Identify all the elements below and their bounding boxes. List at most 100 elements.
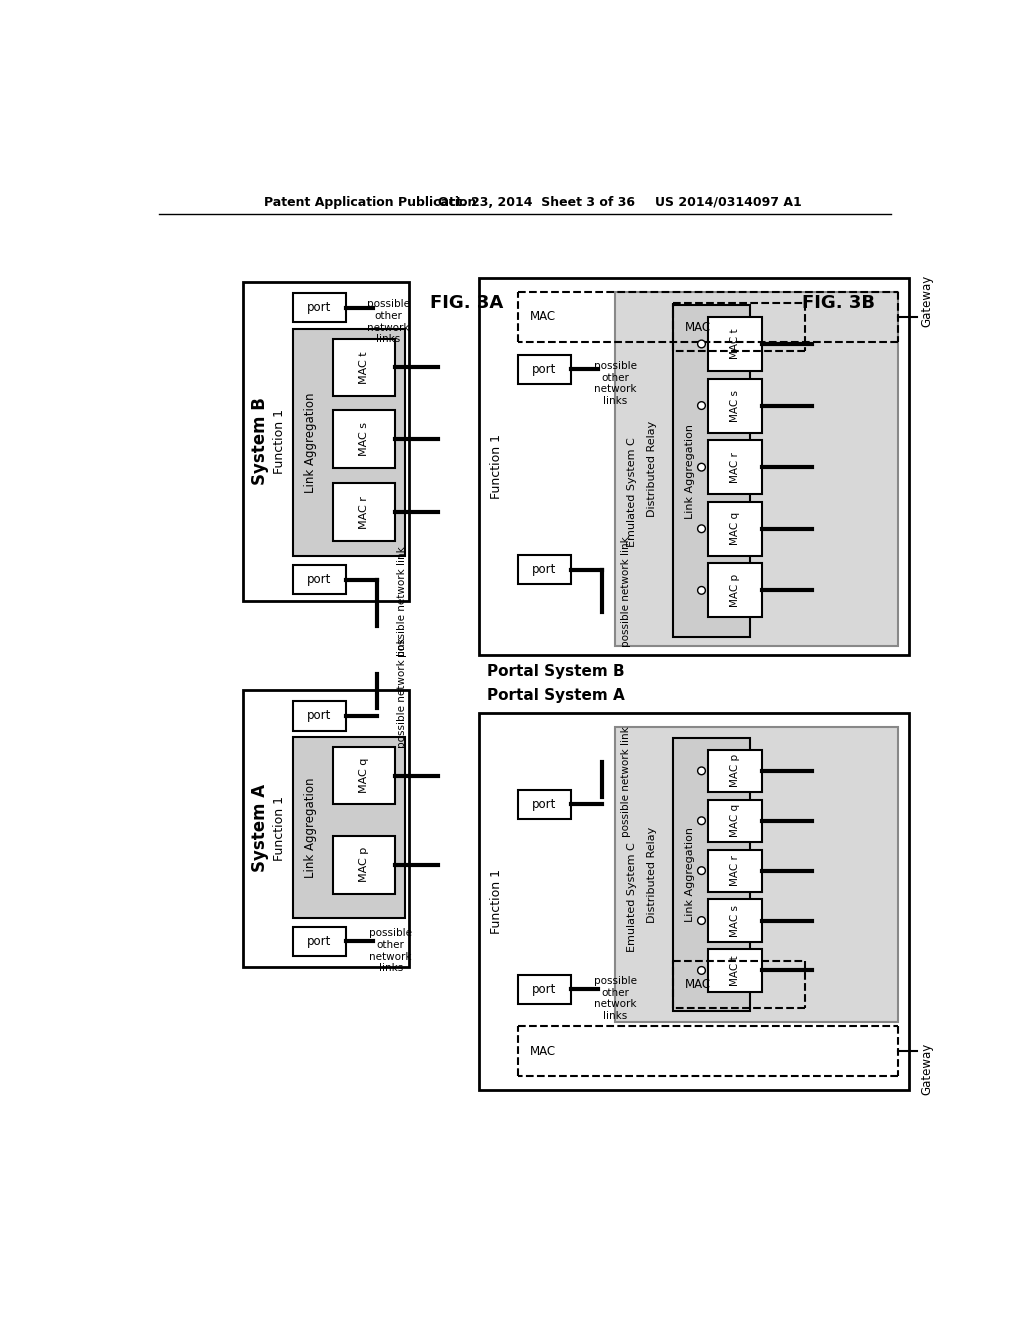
Text: Emulated System C: Emulated System C: [627, 437, 637, 546]
FancyBboxPatch shape: [243, 281, 410, 601]
Text: FIG. 3A: FIG. 3A: [430, 294, 504, 312]
FancyBboxPatch shape: [293, 293, 346, 322]
Text: MAC r: MAC r: [730, 451, 739, 483]
Text: Function 1: Function 1: [272, 409, 286, 474]
FancyBboxPatch shape: [708, 317, 762, 371]
FancyBboxPatch shape: [708, 949, 762, 991]
Text: Oct. 23, 2014  Sheet 3 of 36: Oct. 23, 2014 Sheet 3 of 36: [438, 195, 635, 209]
Text: Gateway: Gateway: [921, 1043, 934, 1094]
Text: port: port: [532, 363, 556, 376]
FancyBboxPatch shape: [243, 689, 410, 966]
Text: MAC r: MAC r: [359, 496, 370, 528]
FancyBboxPatch shape: [293, 565, 346, 594]
Circle shape: [697, 867, 706, 875]
Text: possible network link: possible network link: [396, 638, 407, 748]
FancyBboxPatch shape: [708, 441, 762, 494]
Text: Function 1: Function 1: [489, 869, 503, 935]
FancyBboxPatch shape: [708, 750, 762, 792]
Text: MAC p: MAC p: [730, 574, 739, 607]
Text: port: port: [532, 797, 556, 810]
Text: Distributed Relay: Distributed Relay: [647, 826, 657, 923]
FancyBboxPatch shape: [614, 292, 898, 645]
FancyBboxPatch shape: [518, 789, 570, 818]
FancyBboxPatch shape: [518, 355, 570, 384]
Text: possible
other
network
links: possible other network links: [370, 928, 413, 973]
Text: Link Aggregation: Link Aggregation: [685, 828, 695, 921]
Text: Function 1: Function 1: [272, 796, 286, 861]
Circle shape: [697, 586, 706, 594]
Text: MAC: MAC: [684, 978, 711, 991]
FancyBboxPatch shape: [334, 339, 395, 396]
FancyBboxPatch shape: [293, 927, 346, 956]
Text: Distributed Relay: Distributed Relay: [647, 421, 657, 517]
Text: port: port: [532, 564, 556, 576]
FancyBboxPatch shape: [708, 899, 762, 941]
Circle shape: [697, 525, 706, 532]
FancyBboxPatch shape: [293, 330, 406, 557]
Circle shape: [697, 767, 706, 775]
Text: System B: System B: [251, 397, 268, 486]
Text: port: port: [532, 982, 556, 995]
Text: MAC q: MAC q: [730, 804, 739, 837]
Text: Link Aggregation: Link Aggregation: [304, 777, 316, 878]
Text: Function 1: Function 1: [489, 434, 503, 499]
Text: Portal System A: Portal System A: [486, 688, 625, 704]
FancyBboxPatch shape: [293, 701, 346, 730]
Text: Patent Application Publication: Patent Application Publication: [263, 195, 476, 209]
FancyBboxPatch shape: [334, 483, 395, 541]
Circle shape: [697, 916, 706, 924]
Text: MAC t: MAC t: [359, 351, 370, 384]
FancyBboxPatch shape: [708, 850, 762, 892]
FancyBboxPatch shape: [293, 738, 406, 919]
Text: Link Aggregation: Link Aggregation: [685, 424, 695, 519]
Text: US 2014/0314097 A1: US 2014/0314097 A1: [655, 195, 802, 209]
Text: possible network link: possible network link: [622, 726, 632, 837]
Text: port: port: [307, 709, 332, 722]
Text: port: port: [307, 301, 332, 314]
FancyBboxPatch shape: [334, 747, 395, 804]
Text: FIG. 3B: FIG. 3B: [802, 294, 876, 312]
FancyBboxPatch shape: [518, 554, 570, 585]
Text: port: port: [307, 935, 332, 948]
Text: MAC: MAC: [684, 321, 711, 334]
Text: MAC t: MAC t: [730, 956, 739, 986]
Text: port: port: [307, 573, 332, 586]
FancyBboxPatch shape: [614, 726, 898, 1022]
FancyBboxPatch shape: [673, 305, 751, 636]
Text: possible
other
network
links: possible other network links: [367, 300, 410, 345]
Text: Emulated System C: Emulated System C: [627, 842, 637, 953]
FancyBboxPatch shape: [479, 277, 909, 655]
Circle shape: [697, 341, 706, 348]
Text: MAC q: MAC q: [730, 512, 739, 545]
FancyBboxPatch shape: [708, 564, 762, 618]
Circle shape: [697, 817, 706, 825]
FancyBboxPatch shape: [673, 738, 751, 1011]
Text: Link Aggregation: Link Aggregation: [304, 392, 316, 494]
Text: possible network link: possible network link: [622, 536, 632, 647]
Text: MAC: MAC: [529, 1044, 556, 1057]
Text: MAC s: MAC s: [359, 422, 370, 457]
FancyBboxPatch shape: [518, 974, 570, 1003]
Text: MAC t: MAC t: [730, 329, 739, 359]
Text: Portal System B: Portal System B: [486, 664, 625, 680]
FancyBboxPatch shape: [479, 713, 909, 1090]
Text: MAC s: MAC s: [730, 389, 739, 421]
Text: possible
other
network
links: possible other network links: [594, 360, 637, 405]
Text: Gateway: Gateway: [921, 275, 934, 327]
Text: possible
other
network
links: possible other network links: [594, 975, 637, 1020]
Text: MAC s: MAC s: [730, 904, 739, 937]
Text: MAC p: MAC p: [359, 847, 370, 883]
Text: possible network link: possible network link: [396, 545, 407, 656]
FancyBboxPatch shape: [334, 836, 395, 894]
Text: MAC: MAC: [529, 310, 556, 323]
Text: MAC p: MAC p: [730, 754, 739, 788]
FancyBboxPatch shape: [708, 502, 762, 556]
FancyBboxPatch shape: [708, 800, 762, 842]
Text: MAC q: MAC q: [359, 758, 370, 793]
Text: MAC r: MAC r: [730, 855, 739, 886]
Circle shape: [697, 401, 706, 409]
Circle shape: [697, 463, 706, 471]
Circle shape: [697, 966, 706, 974]
Text: System A: System A: [251, 784, 268, 873]
FancyBboxPatch shape: [334, 411, 395, 469]
